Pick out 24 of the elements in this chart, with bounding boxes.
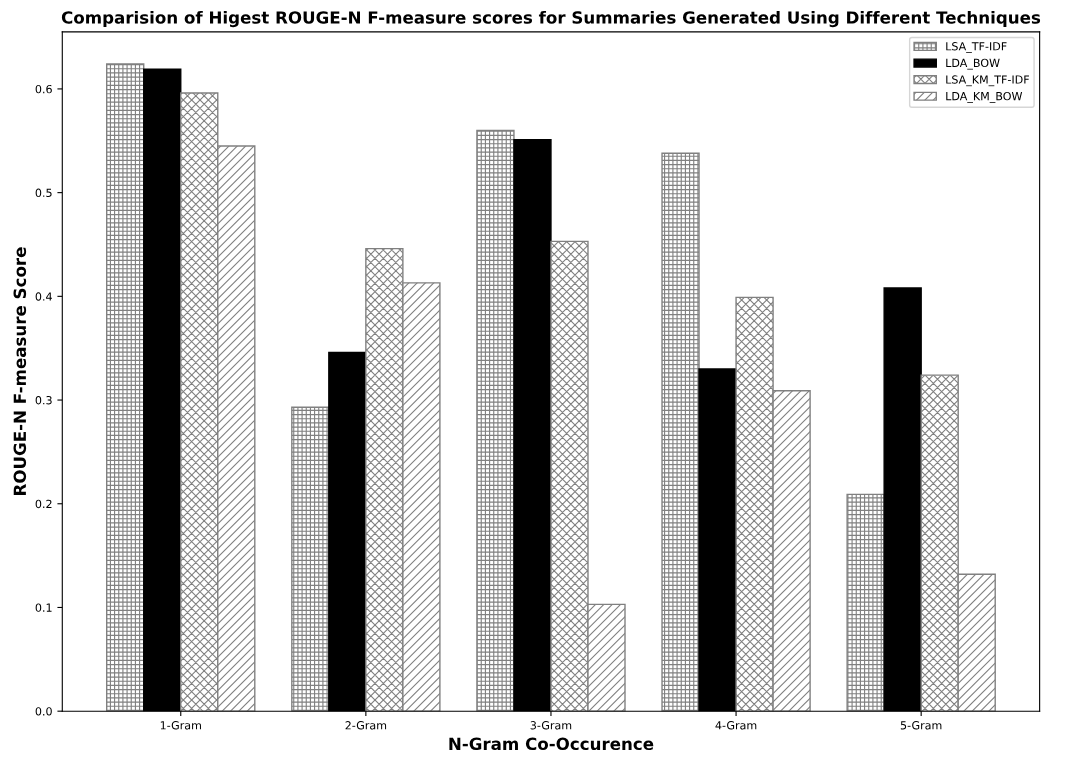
legend-label: LSA_KM_TF-IDF: [946, 75, 1029, 87]
bar: [106, 63, 145, 712]
y-tick-label: 0.0: [35, 707, 52, 716]
chart-title: Comparision of Higest ROUGE-N F-measure scores for Summaries Generated Using Different Techniques: [61, 10, 1041, 28]
x-tick-label: 1-Gram: [160, 721, 201, 730]
y-tick-label: 0.4: [35, 292, 52, 301]
y-tick-label: 0.5: [35, 188, 52, 198]
y-tick-label: 0.3: [35, 396, 52, 405]
y-tick-label: 0.6: [35, 84, 52, 94]
x-tick-label: 2-Gram: [345, 721, 387, 730]
x-tick-label: 3-Gram: [530, 721, 572, 730]
bar: [291, 406, 330, 712]
y-tick-label: 0.2: [35, 499, 52, 509]
legend-label: LDA_KM_BOW: [946, 91, 1023, 103]
y-tick-label: 0.1: [35, 603, 52, 612]
legend-label: LSA_TF-IDF: [946, 42, 1007, 53]
x-tick-label: 5-Gram: [900, 721, 942, 730]
y-axis-title: ROUGE-N F-measure Score: [13, 247, 27, 495]
legend-label: LDA_BOW: [946, 58, 1000, 70]
x-tick-label: 4-Gram: [715, 721, 757, 730]
bar: [661, 152, 700, 712]
bar: [846, 493, 885, 712]
x-axis-title: N-Gram Co-Occurence: [449, 737, 654, 751]
bar: [476, 129, 515, 712]
